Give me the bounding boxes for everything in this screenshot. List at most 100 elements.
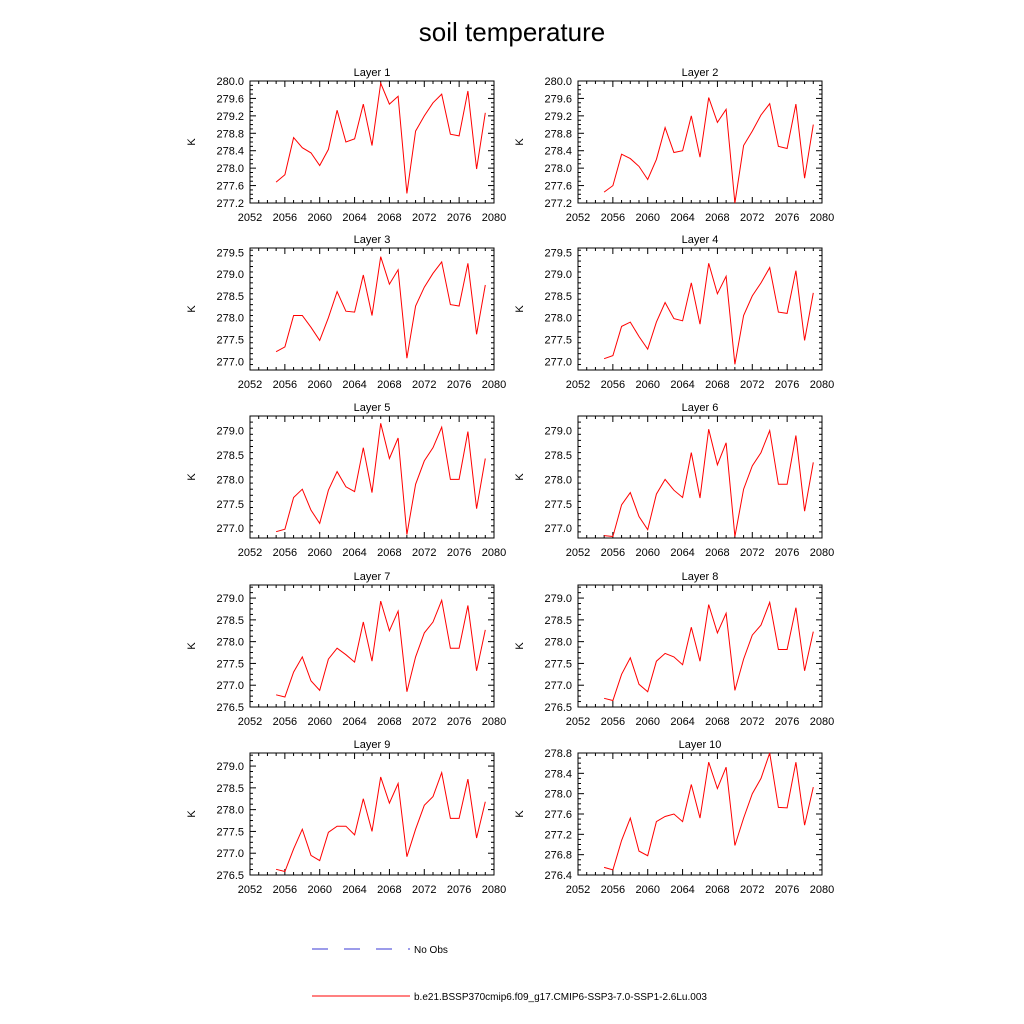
x-tick-label: 2064 [342, 716, 366, 728]
panel-title: Layer 9 [354, 739, 391, 751]
x-tick-label: 2060 [307, 547, 331, 559]
x-tick-label: 2060 [307, 212, 331, 224]
x-tick-label: 2068 [377, 884, 401, 896]
panel-layer-5: Layer 5 K 2052 2056 2060 2064 2068 2072 2076 2080… [186, 402, 506, 559]
y-tick-label: 277.0 [216, 523, 244, 535]
y-tick-label: 278.4 [544, 146, 572, 158]
panel-title: Layer 8 [682, 571, 719, 583]
x-tick-label: 2056 [273, 884, 297, 896]
series-line-layer-4 [603, 263, 814, 365]
y-tick-label: 278.0 [216, 474, 244, 486]
legend-experiment-label: b.e21.BSSP370cmip6.f09_g17.CMIP6-SSP3-7.… [414, 992, 707, 1003]
y-tick-label: 278.0 [216, 313, 244, 325]
x-tick-label: 2064 [670, 884, 694, 896]
y-tick-label: 278.5 [544, 615, 572, 627]
y-tick-label: 277.5 [544, 658, 572, 670]
y-tick-label: 277.0 [216, 848, 244, 860]
y-tick-label: 279.2 [216, 111, 244, 123]
panel-title: Layer 2 [682, 67, 719, 79]
y-axis-label: K [186, 473, 198, 481]
series-line-layer-6 [604, 428, 814, 538]
x-tick-label: 2056 [273, 547, 297, 559]
x-tick-label: 2072 [740, 716, 764, 728]
y-tick-label: 278.0 [544, 313, 572, 325]
y-tick-label: 278.0 [216, 637, 244, 649]
y-tick-label: 277.2 [216, 198, 244, 210]
y-tick-label: 276.8 [544, 850, 572, 862]
x-tick-label: 2072 [740, 379, 764, 391]
x-tick-label: 2052 [238, 547, 262, 559]
x-tick-label: 2068 [705, 212, 729, 224]
y-tick-label: 279.0 [544, 269, 572, 281]
x-tick-label: 2072 [412, 547, 436, 559]
x-tick-label: 2060 [307, 884, 331, 896]
y-tick-label: 278.0 [216, 805, 244, 817]
y-axis-label: K [186, 138, 198, 146]
x-tick-label: 2060 [635, 716, 659, 728]
x-tick-label: 2080 [810, 547, 834, 559]
y-tick-label: 277.2 [544, 829, 572, 841]
panel-title: Layer 5 [354, 402, 391, 414]
y-tick-label: 278.4 [216, 146, 244, 158]
x-tick-label: 2052 [566, 212, 590, 224]
y-tick-label: 279.0 [544, 426, 572, 438]
y-tick-label: 277.0 [216, 356, 244, 368]
x-tick-label: 2052 [566, 547, 590, 559]
x-tick-label: 2064 [342, 379, 366, 391]
x-tick-label: 2056 [601, 884, 625, 896]
y-tick-label: 278.8 [216, 128, 244, 140]
x-tick-label: 2076 [447, 379, 471, 391]
x-tick-label: 2052 [238, 212, 262, 224]
y-tick-label: 280.0 [544, 76, 572, 88]
x-tick-label: 2064 [670, 716, 694, 728]
x-tick-label: 2072 [740, 547, 764, 559]
x-tick-label: 2068 [705, 884, 729, 896]
y-tick-label: 277.5 [216, 335, 244, 347]
y-tick-label: 277.6 [216, 181, 244, 193]
y-tick-label: 279.5 [544, 247, 572, 259]
x-tick-label: 2072 [740, 884, 764, 896]
x-tick-label: 2076 [447, 547, 471, 559]
x-tick-label: 2052 [566, 716, 590, 728]
x-tick-label: 2052 [566, 884, 590, 896]
y-axis-label: K [514, 642, 526, 650]
y-tick-label: 278.8 [544, 748, 572, 760]
x-tick-label: 2080 [482, 379, 506, 391]
y-tick-label: 278.0 [544, 163, 572, 175]
y-tick-label: 280.0 [216, 76, 244, 88]
series-line-layer-9 [275, 770, 486, 873]
series-line-layer-10 [603, 752, 814, 871]
y-tick-label: 276.5 [216, 870, 244, 882]
x-tick-label: 2064 [670, 379, 694, 391]
x-tick-label: 2056 [273, 379, 297, 391]
y-tick-label: 278.0 [544, 789, 572, 801]
y-tick-label: 279.6 [544, 93, 572, 105]
x-tick-label: 2068 [377, 379, 401, 391]
y-tick-label: 277.5 [216, 826, 244, 838]
x-tick-label: 2056 [601, 212, 625, 224]
series-line-layer-2 [603, 97, 814, 204]
x-tick-label: 2056 [601, 379, 625, 391]
y-tick-label: 277.0 [216, 680, 244, 692]
x-tick-label: 2076 [775, 379, 799, 391]
x-tick-label: 2064 [342, 547, 366, 559]
x-tick-label: 2080 [482, 547, 506, 559]
x-tick-label: 2076 [447, 716, 471, 728]
series-line-layer-8 [603, 600, 814, 702]
y-axis-label: K [514, 810, 526, 818]
series-line-layer-7 [275, 598, 486, 698]
x-tick-label: 2068 [377, 547, 401, 559]
y-tick-label: 278.4 [544, 768, 572, 780]
panels-grid: Layer 1 K 2052 2056 2060 2064 2068 2072 2076 2080… [186, 67, 834, 896]
x-tick-label: 2056 [273, 212, 297, 224]
y-tick-label: 279.5 [216, 247, 244, 259]
y-tick-label: 278.5 [216, 291, 244, 303]
x-tick-label: 2052 [238, 884, 262, 896]
y-tick-label: 278.5 [544, 291, 572, 303]
x-tick-label: 2068 [377, 212, 401, 224]
x-tick-label: 2056 [601, 547, 625, 559]
y-tick-label: 277.6 [544, 181, 572, 193]
y-tick-label: 276.4 [544, 870, 572, 882]
